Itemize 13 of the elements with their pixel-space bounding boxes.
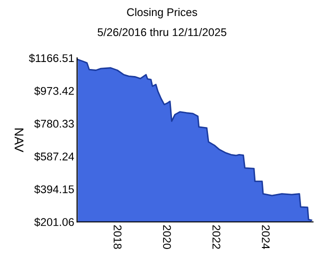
chart-subtitle: 5/26/2016 thru 12/11/2025 <box>98 28 226 36</box>
y-tick-label: $394.15 <box>34 184 74 194</box>
y-tick-label: $201.06 <box>34 218 74 227</box>
x-tick-label: 2024 <box>262 225 270 250</box>
y-tick-label: $587.24 <box>34 152 74 162</box>
y-tick-label: $1166.51 <box>28 54 74 63</box>
y-tick-label: $973.42 <box>34 86 74 96</box>
chart-title: Closing Prices <box>127 8 198 18</box>
y-axis-title: NAV <box>14 128 24 152</box>
x-tick-label: 2022 <box>212 225 220 249</box>
x-tick-label: 2020 <box>163 225 171 249</box>
x-tick-label: 2018 <box>114 225 122 249</box>
y-tick-label: $780.33 <box>34 119 74 128</box>
